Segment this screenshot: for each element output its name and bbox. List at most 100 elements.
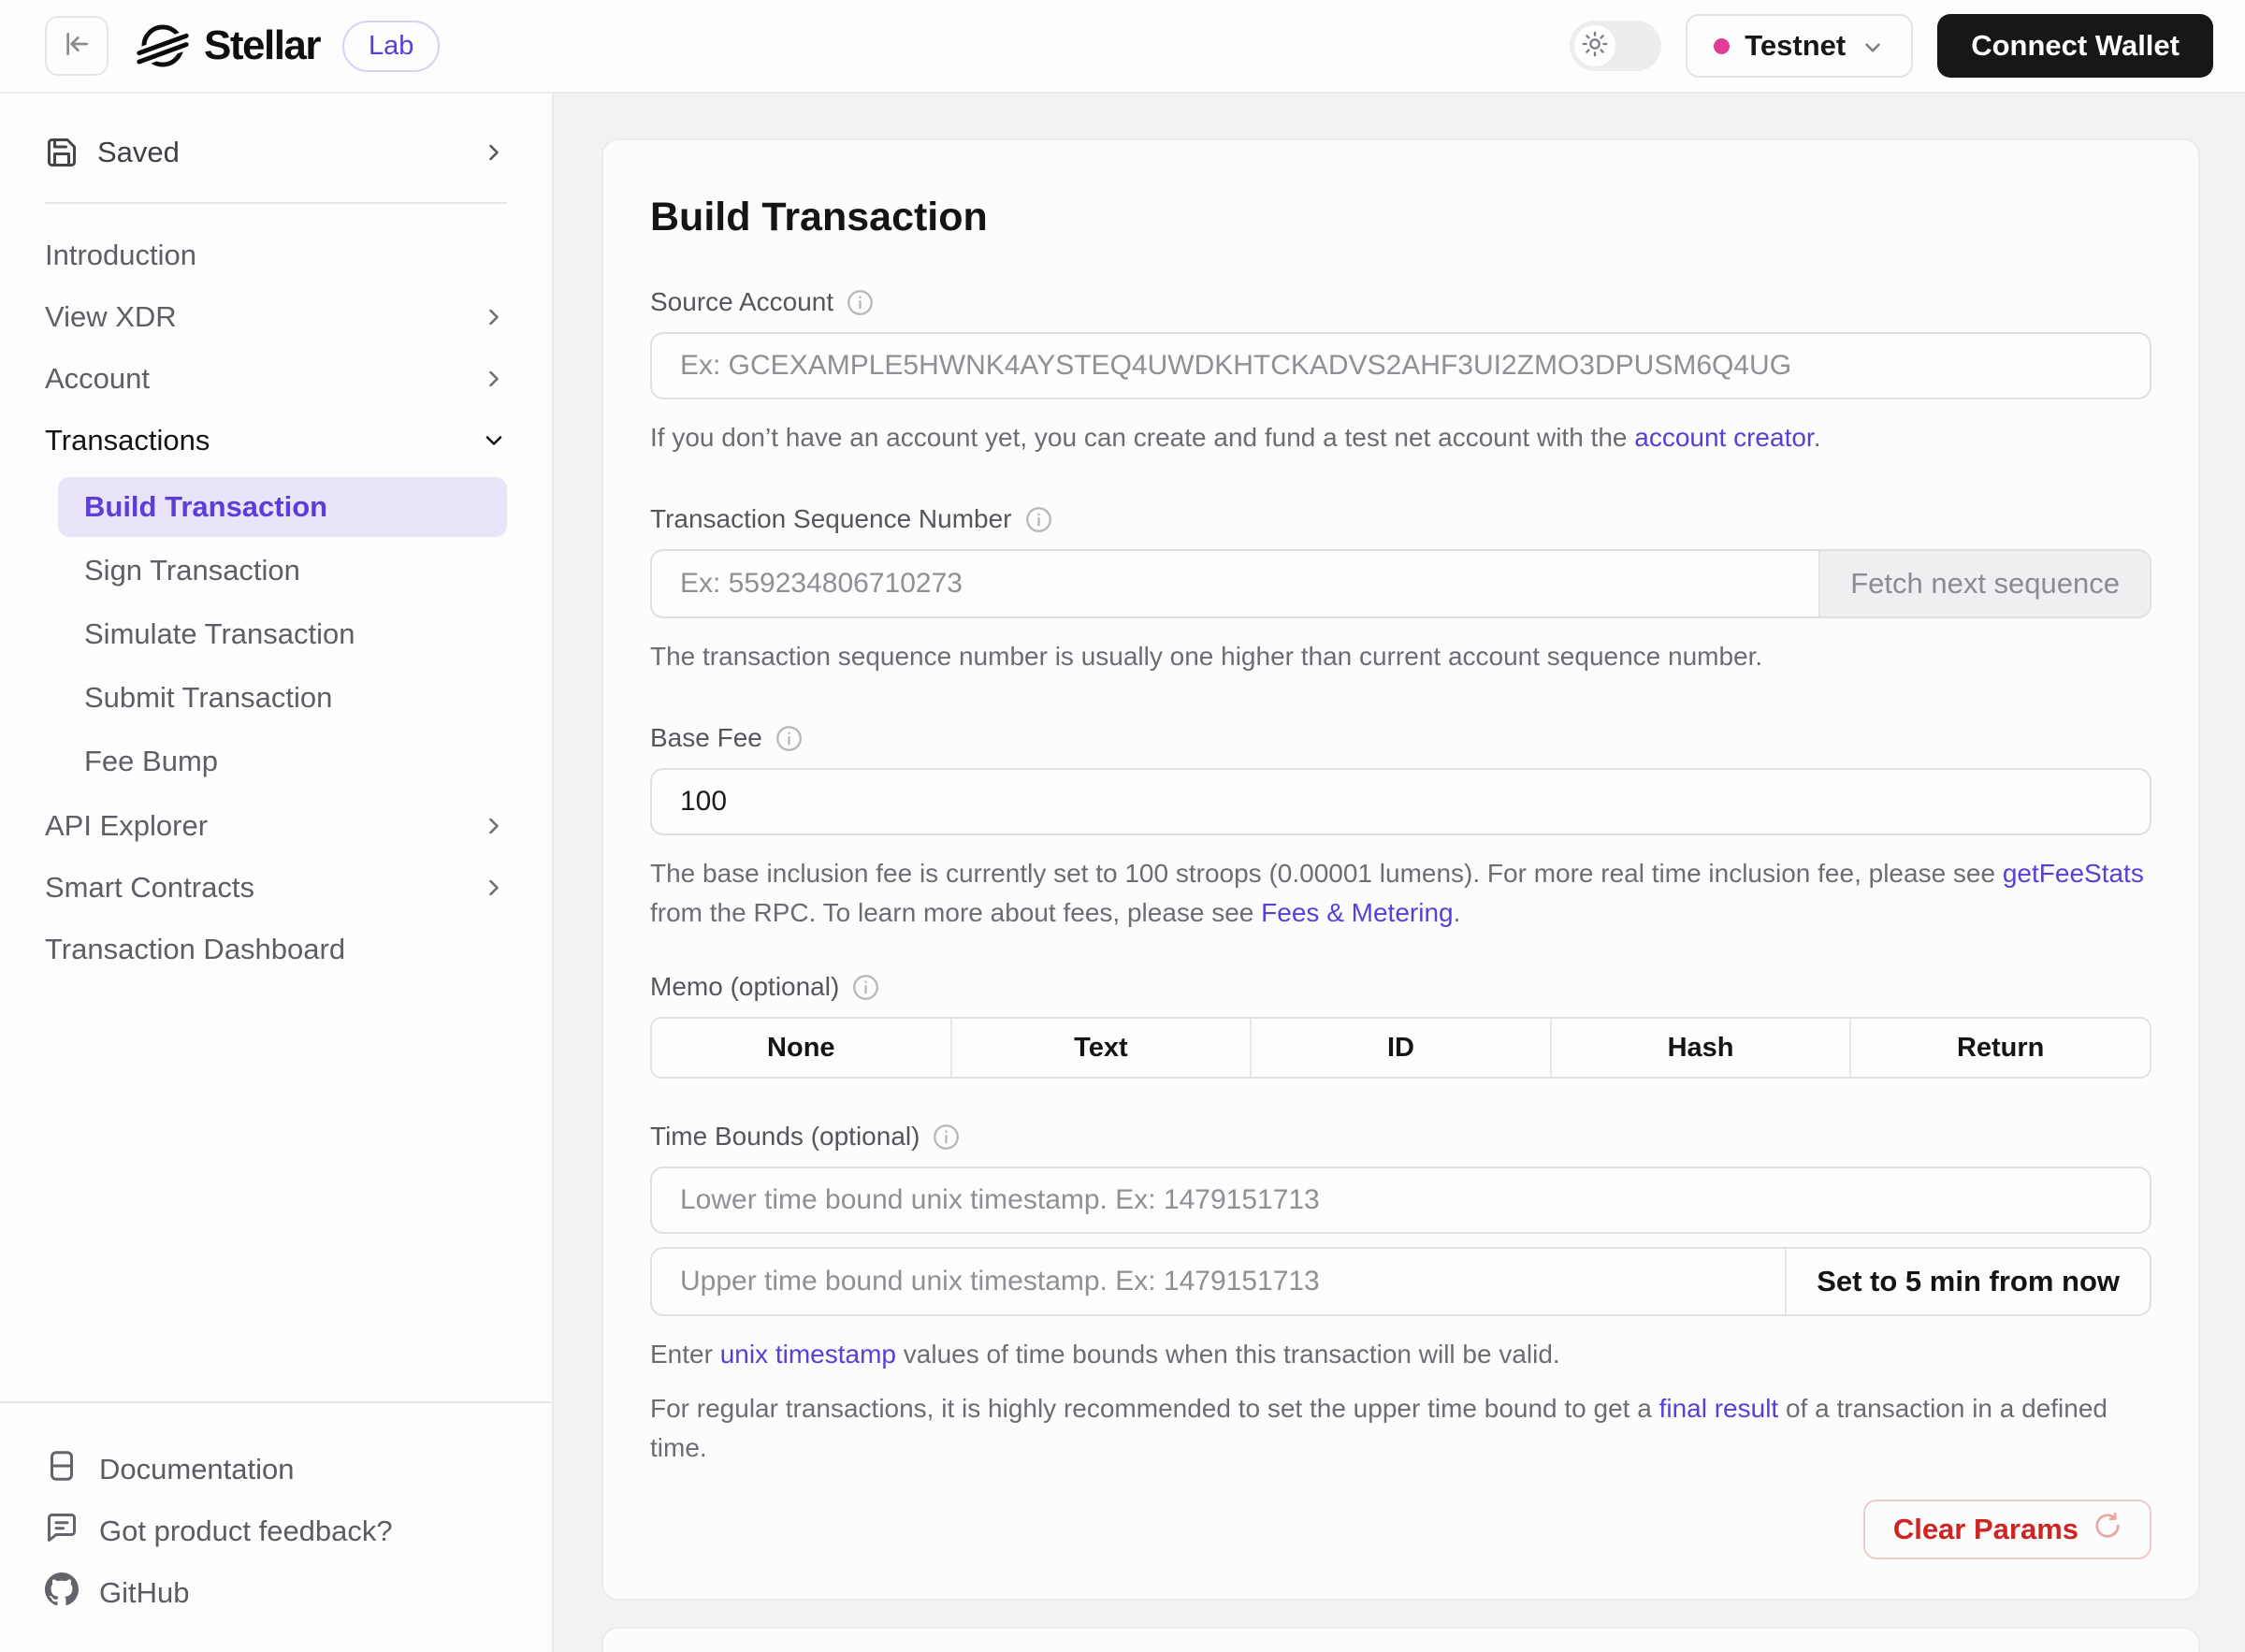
memo-tab-return[interactable]: Return xyxy=(1849,1019,2150,1077)
book-icon xyxy=(45,1449,79,1490)
set-5-min-button[interactable]: Set to 5 min from now xyxy=(1785,1249,2150,1314)
memo-type-tabs: None Text ID Hash Return xyxy=(650,1017,2151,1079)
network-selector[interactable]: Testnet xyxy=(1686,14,1914,78)
base-fee-input[interactable] xyxy=(650,768,2151,835)
sidebar-item-label: Submit Transaction xyxy=(84,681,333,714)
sidebar-item-saved[interactable]: Saved xyxy=(45,120,507,185)
network-label: Testnet xyxy=(1745,29,1847,62)
info-icon[interactable] xyxy=(851,973,880,1002)
memo-tab-text[interactable]: Text xyxy=(949,1019,1251,1077)
top-bar: Stellar Lab xyxy=(0,0,2245,94)
memo-tab-id[interactable]: ID xyxy=(1250,1019,1550,1077)
sidebar-item-sign-transaction[interactable]: Sign Transaction xyxy=(58,541,507,601)
helper-text: Enter xyxy=(650,1340,720,1369)
sidebar-item-api-explorer[interactable]: API Explorer xyxy=(45,795,507,857)
info-icon[interactable] xyxy=(846,288,875,317)
sidebar-item-label: Simulate Transaction xyxy=(84,617,355,650)
clear-params-label: Clear Params xyxy=(1892,1513,2078,1545)
collapse-sidebar-button[interactable] xyxy=(45,16,109,76)
sequence-number-input[interactable] xyxy=(652,551,1819,616)
time-bounds-field: Time Bounds (optional) Set to 5 min from… xyxy=(650,1122,2151,1468)
main-content: Build Transaction Source Account If you … xyxy=(554,94,2245,1652)
helper-text: . xyxy=(1453,898,1461,927)
chevron-right-icon xyxy=(481,366,507,392)
sidebar-item-account[interactable]: Account xyxy=(45,348,507,410)
field-label: Memo (optional) xyxy=(650,972,840,1001)
github-icon xyxy=(45,1572,79,1614)
chevron-right-icon xyxy=(481,304,507,330)
collapse-sidebar-icon xyxy=(62,29,92,64)
connect-wallet-button[interactable]: Connect Wallet xyxy=(1937,14,2213,78)
helper-text: For regular transactions, it is highly r… xyxy=(650,1394,1659,1423)
sidebar-item-build-transaction[interactable]: Build Transaction xyxy=(58,477,507,537)
sidebar-item-label: Transactions xyxy=(45,424,210,456)
sequence-label-row: Transaction Sequence Number xyxy=(650,504,2151,534)
sidebar-item-fee-bump[interactable]: Fee Bump xyxy=(58,732,507,791)
chevron-right-icon xyxy=(481,139,507,166)
base-fee-field: Base Fee The base inclusion fee is curre… xyxy=(650,723,2151,933)
field-label: Time Bounds (optional) xyxy=(650,1122,920,1151)
final-result-link[interactable]: final result xyxy=(1658,1394,1779,1423)
memo-tab-hash[interactable]: Hash xyxy=(1549,1019,1850,1077)
fees-metering-link[interactable]: Fees & Metering xyxy=(1261,898,1454,927)
field-label: Source Account xyxy=(650,287,834,316)
unix-timestamp-link[interactable]: unix timestamp xyxy=(719,1340,896,1369)
top-bar-right: Testnet Connect Wallet xyxy=(1570,14,2213,78)
memo-tab-none[interactable]: None xyxy=(652,1019,950,1077)
build-transaction-card: Build Transaction Source Account If you … xyxy=(601,138,2200,1601)
sidebar-item-label: GitHub xyxy=(99,1576,190,1609)
sidebar-item-transaction-dashboard[interactable]: Transaction Dashboard xyxy=(45,919,507,980)
sidebar-item-label: Sign Transaction xyxy=(84,554,300,587)
sidebar-item-label: Got product feedback? xyxy=(99,1514,393,1547)
base-fee-helper: The base inclusion fee is currently set … xyxy=(650,854,2151,933)
sidebar-item-label: Build Transaction xyxy=(84,490,328,523)
sidebar-item-simulate-transaction[interactable]: Simulate Transaction xyxy=(58,604,507,664)
source-account-field: Source Account If you don’t have an acco… xyxy=(650,287,2151,457)
upper-time-bound-input[interactable] xyxy=(652,1249,1786,1314)
source-account-helper: If you don’t have an account yet, you ca… xyxy=(650,418,2151,457)
theme-toggle[interactable] xyxy=(1570,21,1662,71)
sidebar-item-smart-contracts[interactable]: Smart Contracts xyxy=(45,857,507,919)
sidebar-divider xyxy=(45,202,507,204)
fetch-next-sequence-button[interactable]: Fetch next sequence xyxy=(1818,551,2150,616)
helper-text: The base inclusion fee is currently set … xyxy=(650,859,2003,888)
sidebar-item-label: API Explorer xyxy=(45,809,209,842)
helper-text: If you don’t have an account yet, you ca… xyxy=(650,423,1635,452)
sidebar-item-view-xdr[interactable]: View XDR xyxy=(45,286,507,348)
save-icon xyxy=(45,136,79,169)
layout: Saved Introduction View XDR Account xyxy=(0,94,2245,1652)
helper-text: values of time bounds when this transact… xyxy=(896,1340,1560,1369)
sidebar-item-transactions[interactable]: Transactions xyxy=(45,410,507,471)
sidebar-item-submit-transaction[interactable]: Submit Transaction xyxy=(58,668,507,728)
sidebar-bottom: Documentation Got product feedback? GitH… xyxy=(0,1401,552,1652)
transactions-subnav: Build Transaction Sign Transaction Simul… xyxy=(45,477,507,791)
top-bar-left: Stellar Lab xyxy=(45,16,441,76)
sidebar-item-feedback[interactable]: Got product feedback? xyxy=(45,1500,507,1562)
info-icon[interactable] xyxy=(1024,505,1053,534)
operations-card: Operation 0 Operation type xyxy=(601,1627,2200,1652)
field-label: Base Fee xyxy=(650,723,762,752)
info-icon[interactable] xyxy=(932,1123,961,1152)
chevron-right-icon xyxy=(481,813,507,839)
sidebar-item-github[interactable]: GitHub xyxy=(45,1562,507,1624)
account-creator-link[interactable]: account creator xyxy=(1634,423,1814,452)
lower-time-bound-input[interactable] xyxy=(650,1167,2151,1234)
get-fee-stats-link[interactable]: getFeeStats xyxy=(2002,859,2144,888)
clear-params-row: Clear Params xyxy=(650,1500,2151,1559)
sidebar-item-label: Smart Contracts xyxy=(45,871,254,904)
sidebar-item-label: View XDR xyxy=(45,300,177,333)
helper-text: from the RPC. To learn more about fees, … xyxy=(650,898,1262,927)
sequence-input-group: Fetch next sequence xyxy=(650,549,2151,618)
source-account-input[interactable] xyxy=(650,332,2151,399)
brand[interactable]: Stellar Lab xyxy=(132,20,441,72)
sidebar-item-introduction[interactable]: Introduction xyxy=(45,225,507,286)
sidebar-item-documentation[interactable]: Documentation xyxy=(45,1439,507,1500)
info-icon[interactable] xyxy=(775,724,804,753)
time-bounds-helper-2: For regular transactions, it is highly r… xyxy=(650,1389,2151,1468)
clear-params-button[interactable]: Clear Params xyxy=(1862,1500,2151,1559)
source-account-label-row: Source Account xyxy=(650,287,2151,317)
time-bounds-helper-1: Enter unix timestamp values of time boun… xyxy=(650,1335,2151,1374)
sequence-helper: The transaction sequence number is usual… xyxy=(650,642,1763,671)
sidebar-item-label: Account xyxy=(45,362,151,395)
